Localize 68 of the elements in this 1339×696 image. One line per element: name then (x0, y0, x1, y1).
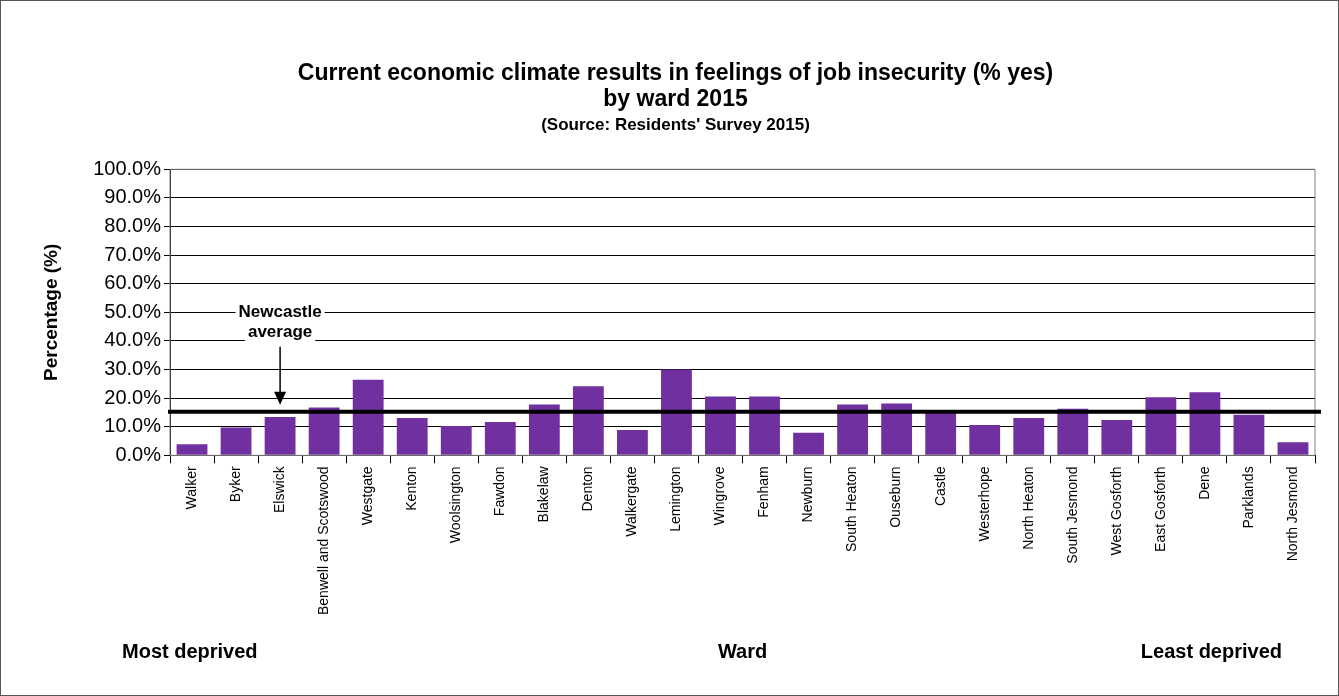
bar (1277, 442, 1309, 455)
bar (705, 396, 736, 455)
y-tick-label: 30.0% (104, 357, 162, 380)
y-tick-label: 10.0% (104, 414, 162, 437)
bar (793, 432, 824, 455)
ref-line-label: Newcastle average (238, 301, 322, 341)
y-tick-label: 80.0% (104, 214, 162, 237)
bar (572, 386, 604, 455)
bar (396, 417, 428, 455)
bar (881, 403, 913, 455)
bar (1145, 397, 1177, 455)
bar (352, 379, 384, 455)
x-tick-label: Blakelaw (535, 465, 552, 523)
x-tick-label: Wingrove (711, 466, 728, 526)
bar (220, 427, 252, 455)
chart-subtitle: (Source: Residents' Survey 2015) (541, 114, 810, 134)
x-tick-label: Westerhope (975, 466, 992, 542)
x-tick-label: Byker (226, 466, 243, 503)
x-tick-label: Fawdon (491, 466, 508, 517)
bar (484, 421, 516, 455)
text: Most deprived (122, 639, 258, 662)
x-tick-label: Fenham (755, 466, 772, 518)
bar (1233, 414, 1265, 455)
x-tick-label: Newburn (799, 466, 816, 523)
y-tick-label: 60.0% (104, 271, 162, 294)
x-tick-label: Denton (579, 466, 596, 512)
x-tick-label: Parklands (1239, 466, 1256, 529)
x-tick-label: North Heaton (1019, 466, 1036, 550)
x-tick-label: Dene (1195, 466, 1212, 500)
x-tick-label: West Gosforth (1107, 466, 1124, 556)
bar (1101, 419, 1133, 455)
x-tick-label: North Jesmond (1283, 466, 1300, 562)
bar (925, 411, 957, 455)
x-tick-label: South Jesmond (1063, 466, 1080, 564)
y-tick-label: 50.0% (104, 299, 162, 322)
x-tick-label: Castle (931, 466, 948, 507)
bar (749, 396, 780, 455)
bar (1013, 417, 1045, 455)
y-tick-label: 100.0% (93, 156, 162, 179)
x-tick-label: Elswick (270, 465, 287, 514)
x-tick-label: Westgate (359, 466, 376, 526)
bar (264, 417, 296, 455)
chart-title: Current economic climate results in feelings of job insecurity (% yes) by ward 2015 (297, 58, 1054, 112)
x-tick-label: Benwell and Scotswood (314, 466, 331, 616)
x-tick-label: Ouseburn (887, 466, 904, 528)
y-axis-title: Percentage (%) (39, 243, 61, 381)
y-tick-label: 40.0% (104, 328, 162, 351)
x-tick-label: Woolsington (447, 466, 464, 544)
bar (969, 425, 1001, 455)
y-tick-label: 70.0% (104, 242, 162, 265)
bar (616, 429, 648, 455)
bar (1189, 392, 1221, 455)
x-tick-label: Kenton (403, 466, 420, 511)
y-tick-label: 90.0% (104, 185, 162, 208)
x-tick-label: South Heaton (843, 466, 860, 552)
x-tick-label: East Gosforth (1151, 466, 1168, 552)
y-tick-label: 0.0% (115, 442, 162, 465)
y-tick-label: 20.0% (104, 385, 162, 408)
x-tick-label: Walkergate (623, 466, 640, 537)
bar (1057, 408, 1089, 455)
bar (176, 444, 208, 455)
text: Least deprived (1140, 639, 1282, 662)
x-axis-title: Ward (717, 639, 768, 662)
bar (308, 407, 340, 455)
x-tick-label: Walker (182, 466, 199, 510)
bar (440, 425, 472, 455)
bar (661, 369, 692, 455)
x-tick-label: Lemington (667, 466, 684, 532)
